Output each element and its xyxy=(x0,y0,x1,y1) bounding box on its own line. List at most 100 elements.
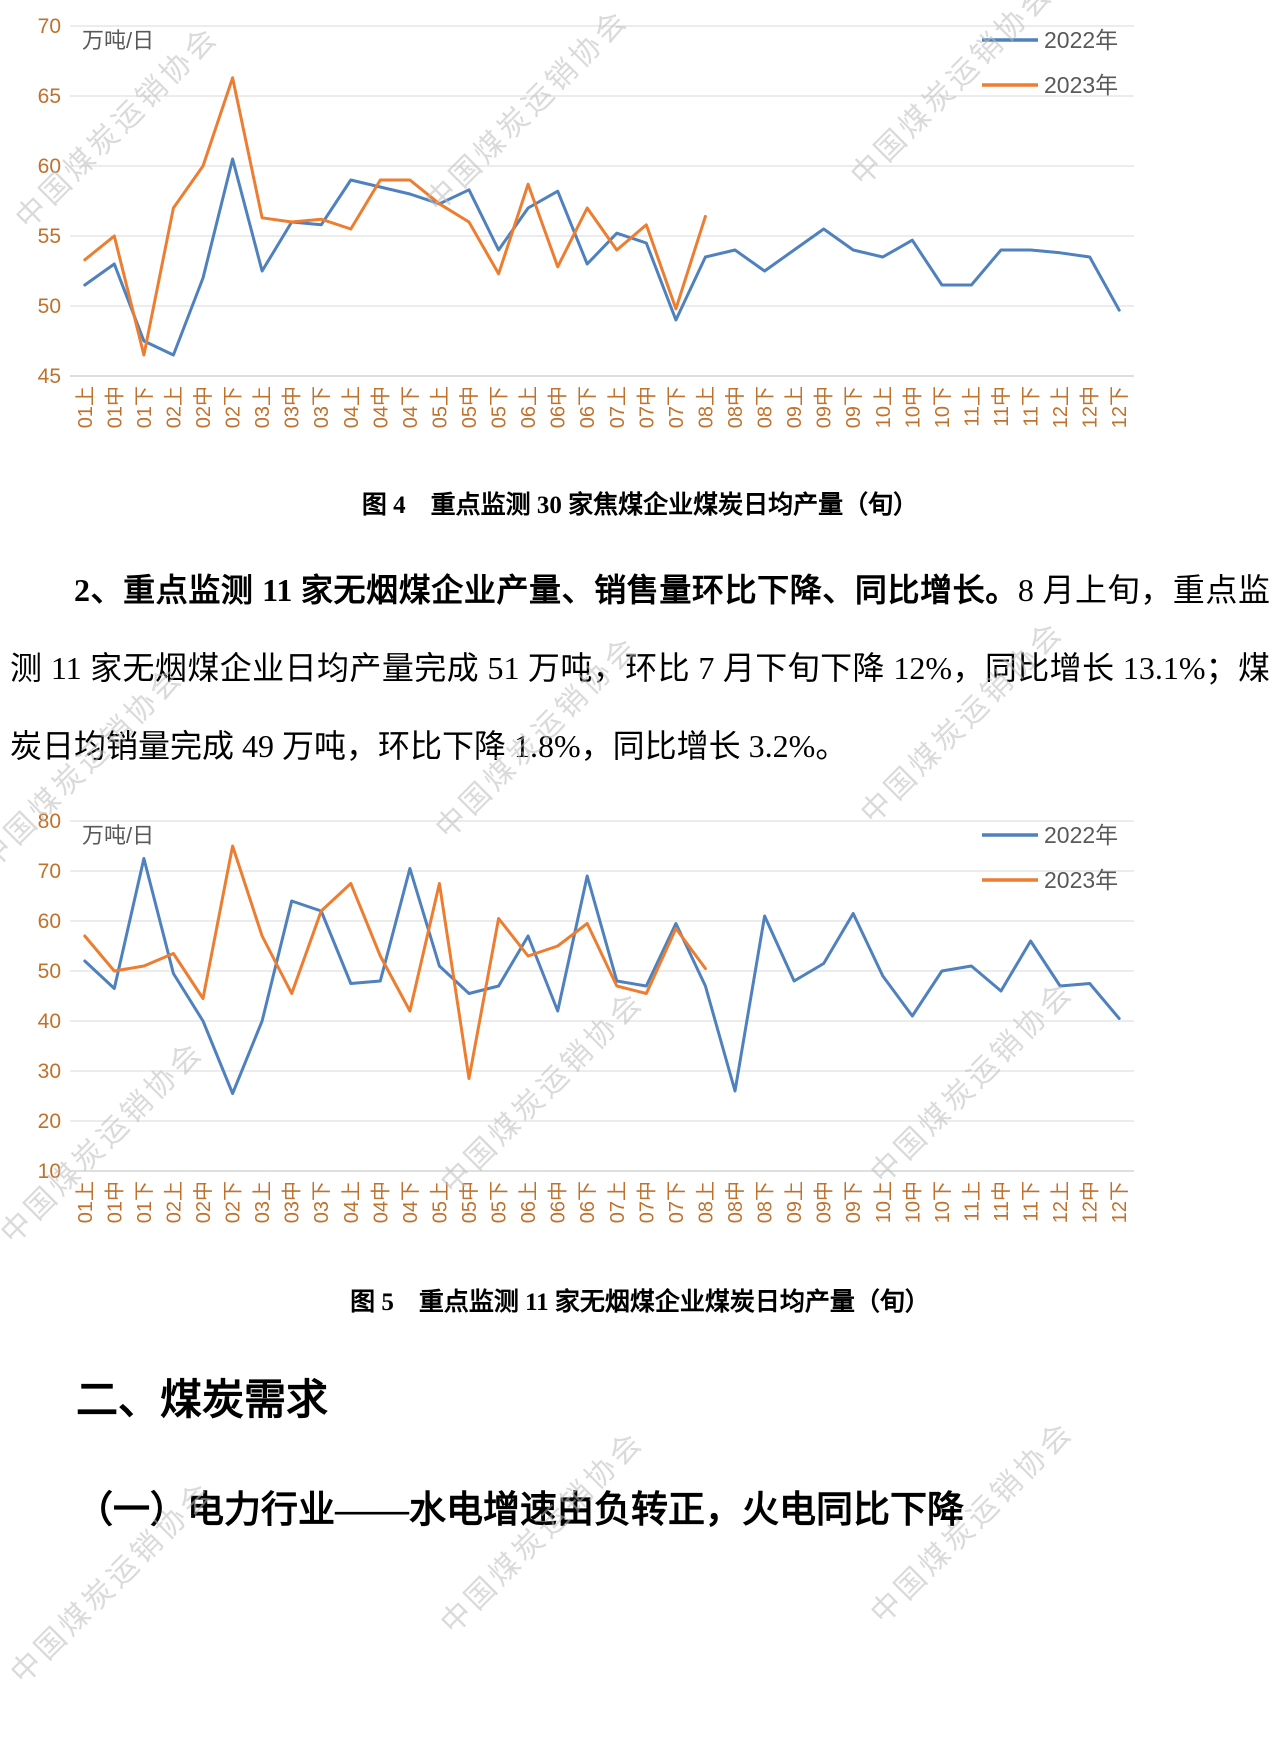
x-tick-label: 07下 xyxy=(666,1181,688,1223)
x-tick-label: 08上 xyxy=(694,386,717,428)
x-tick-label: 04上 xyxy=(340,386,363,428)
x-tick-label: 01上 xyxy=(74,1181,97,1223)
legend-label: 2023年 xyxy=(1044,72,1118,98)
x-tick-label: 03中 xyxy=(281,1181,304,1223)
x-tick-label: 04中 xyxy=(369,1181,392,1223)
y-tick-label: 50 xyxy=(38,960,61,983)
y-tick-label: 80 xyxy=(38,810,61,833)
x-tick-label: 07上 xyxy=(606,1181,629,1223)
x-tick-label: 08中 xyxy=(724,386,747,428)
x-tick-label: 05上 xyxy=(428,386,451,428)
y-tick-label: 70 xyxy=(38,860,61,883)
x-tick-label: 12上 xyxy=(1049,1181,1072,1223)
x-tick-label: 08下 xyxy=(755,1181,777,1223)
x-tick-label: 10中 xyxy=(901,1181,924,1223)
x-tick-label: 10下 xyxy=(932,1181,954,1223)
x-tick-label: 01下 xyxy=(134,1181,156,1223)
x-tick-label: 05上 xyxy=(428,1181,451,1223)
axis-unit-label: 万吨/日 xyxy=(82,823,154,848)
x-tick-label: 07中 xyxy=(635,386,658,428)
series-2022年 xyxy=(83,157,1121,357)
x-tick-label: 12下 xyxy=(1109,1181,1131,1223)
x-tick-label: 01下 xyxy=(134,386,156,428)
paragraph-body-text: 8 月上旬，重点监测 11 家无烟煤企业日均产量完成 51 万吨，环比 7 月下… xyxy=(10,572,1270,764)
x-tick-label: 04上 xyxy=(340,1181,363,1223)
x-tick-label: 12上 xyxy=(1049,386,1072,428)
x-tick-label: 01上 xyxy=(74,386,97,428)
section-heading: 二、煤炭需求 xyxy=(76,1376,329,1423)
x-tick-label: 05中 xyxy=(458,386,481,428)
x-tick-label: 07中 xyxy=(635,1181,658,1223)
x-tick-label: 02上 xyxy=(162,386,185,428)
chart-figure-4: 45 50 55 60 65 70 01上 01中 01下 02上 02中 02下 03上 03中 03下 0… xyxy=(12,6,1280,471)
x-tick-label: 06中 xyxy=(547,386,570,428)
x-tick-label: 10中 xyxy=(901,386,924,428)
x-tick-label: 06下 xyxy=(577,1181,599,1223)
x-tick-label: 09下 xyxy=(843,386,865,428)
chart-figure-5: 10 20 30 40 50 60 70 80 01上 01中 01下 02上 02中 02下 03上 03中… xyxy=(12,801,1280,1266)
x-tick-label: 03下 xyxy=(311,1181,333,1223)
legend-label: 2023年 xyxy=(1044,867,1118,893)
x-tick-label: 06中 xyxy=(547,1181,570,1223)
y-tick-label: 40 xyxy=(38,1010,61,1033)
x-tick-label: 02中 xyxy=(192,386,215,428)
x-tick-label: 02上 xyxy=(162,1181,185,1223)
x-tick-label: 10上 xyxy=(872,386,895,428)
x-tick-label: 11下 xyxy=(1021,1181,1043,1222)
x-tick-label: 11上 xyxy=(960,386,983,427)
x-tick-label: 04下 xyxy=(400,1181,422,1223)
x-tick-label: 06下 xyxy=(577,386,599,428)
y-tick-label: 60 xyxy=(38,155,61,178)
y-tick-label: 10 xyxy=(38,1160,61,1183)
x-tick-label: 10上 xyxy=(872,1181,895,1223)
x-tick-label: 05下 xyxy=(489,386,511,428)
x-tick-label: 07下 xyxy=(666,386,688,428)
y-tick-label: 45 xyxy=(38,365,61,388)
x-tick-label: 09上 xyxy=(783,1181,806,1223)
x-tick-label: 04下 xyxy=(400,386,422,428)
series-2023年 xyxy=(83,76,707,357)
x-tick-label: 11中 xyxy=(990,1181,1013,1222)
x-tick-label: 11上 xyxy=(960,1181,983,1222)
x-tick-label: 05下 xyxy=(489,1181,511,1223)
x-tick-label: 11中 xyxy=(990,386,1013,427)
x-tick-label: 03中 xyxy=(281,386,304,428)
y-tick-label: 70 xyxy=(38,15,61,38)
x-tick-label: 03上 xyxy=(251,1181,274,1223)
x-tick-label: 05中 xyxy=(458,1181,481,1223)
x-tick-label: 04中 xyxy=(369,386,392,428)
x-tick-label: 01中 xyxy=(103,1181,126,1223)
axis-unit-label: 万吨/日 xyxy=(82,28,154,53)
y-tick-label: 30 xyxy=(38,1060,61,1083)
x-tick-label: 06上 xyxy=(517,386,540,428)
x-tick-label: 09上 xyxy=(783,386,806,428)
x-tick-label: 12下 xyxy=(1109,386,1131,428)
figure-4-caption: 图 4 重点监测 30 家焦煤企业煤炭日均产量（旬） xyxy=(361,492,919,519)
y-tick-label: 65 xyxy=(38,85,61,108)
x-tick-label: 08上 xyxy=(694,1181,717,1223)
x-tick-label: 12中 xyxy=(1079,386,1102,428)
chart-svg: 45 50 55 60 65 70 01上 01中 01下 02上 02中 02下 03上 03中 03下 0… xyxy=(38,15,1134,428)
x-tick-label: 07上 xyxy=(606,386,629,428)
paragraph-lead-bold: 2、重点监测 11 家无烟煤企业产量、销售量环比下降、同比增长。 xyxy=(74,572,1018,608)
x-tick-label: 09下 xyxy=(843,1181,865,1223)
y-tick-label: 55 xyxy=(38,225,61,248)
x-tick-label: 08下 xyxy=(755,386,777,428)
series-2022年 xyxy=(83,857,1121,1095)
paragraph-anthracite: 2、重点监测 11 家无烟煤企业产量、销售量环比下降、同比增长。8 月上旬，重点… xyxy=(10,551,1270,785)
x-tick-label: 02下 xyxy=(223,386,245,428)
x-tick-label: 10下 xyxy=(932,386,954,428)
series-2023年 xyxy=(83,844,707,1080)
x-tick-label: 08中 xyxy=(724,1181,747,1223)
x-tick-label: 06上 xyxy=(517,1181,540,1223)
x-tick-label: 09中 xyxy=(813,1181,836,1223)
figure-5-caption: 图 5 重点监测 11 家无烟煤企业煤炭日均产量（旬） xyxy=(350,1289,930,1316)
x-tick-label: 01中 xyxy=(103,386,126,428)
x-tick-label: 12中 xyxy=(1079,1181,1102,1223)
y-tick-label: 60 xyxy=(38,910,61,933)
y-tick-label: 20 xyxy=(38,1110,61,1133)
y-tick-label: 50 xyxy=(38,295,61,318)
x-tick-label: 11下 xyxy=(1021,386,1043,427)
subsection-heading: （一）电力行业——水电增速由负转正，火电同比下降 xyxy=(76,1490,964,1531)
